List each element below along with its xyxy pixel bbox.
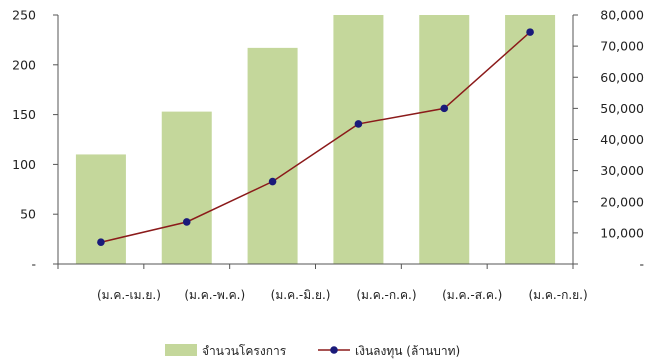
right-tick-label: 10,000 bbox=[600, 225, 644, 240]
category-label: (ม.ค.-ก.ค.) bbox=[356, 288, 416, 302]
category-label: (ม.ค.-ส.ค.) bbox=[442, 288, 502, 302]
right-tick-label: 40,000 bbox=[600, 132, 644, 147]
bar bbox=[247, 47, 298, 265]
right-tick-label: - bbox=[639, 257, 644, 272]
line-point bbox=[354, 120, 363, 128]
line-point bbox=[526, 28, 534, 36]
bar bbox=[419, 15, 470, 264]
line-point bbox=[97, 238, 105, 247]
line-point bbox=[440, 104, 449, 113]
right-tick-label: 60,000 bbox=[600, 70, 644, 85]
bar bbox=[505, 15, 556, 264]
category-labels: (ม.ค.-เม.ย.) (ม.ค.-พ.ค.) (ม.ค.-มิ.ย.) (ม.ค.… bbox=[97, 288, 588, 302]
line-point bbox=[268, 177, 277, 186]
category-label: (ม.ค.-พ.ค.) bbox=[184, 288, 245, 302]
bar bbox=[75, 154, 126, 264]
right-tick-label: 30,000 bbox=[600, 163, 644, 178]
left-tick-label: 50 bbox=[20, 207, 36, 222]
right-axis-ticks: - 10,000 20,000 30,000 40,000 50,000 60,000 70,… bbox=[573, 8, 644, 272]
axes bbox=[57, 15, 574, 269]
left-tick-label: 150 bbox=[12, 107, 36, 122]
left-tick-label: - bbox=[31, 257, 36, 272]
legend-bar-label: จำนวนโครงการ bbox=[202, 344, 287, 358]
bar bbox=[161, 111, 212, 264]
line-point bbox=[182, 218, 191, 226]
line-series bbox=[97, 28, 534, 247]
right-tick-label: 70,000 bbox=[600, 39, 644, 54]
left-tick-label: 100 bbox=[12, 157, 36, 172]
left-tick-label: 200 bbox=[12, 57, 36, 72]
right-tick-label: 20,000 bbox=[600, 194, 644, 209]
bar-series bbox=[75, 15, 556, 265]
legend: จำนวนโครงการ เงินลงทุน (ล้านบาท) bbox=[165, 344, 460, 359]
legend-bar-swatch bbox=[165, 344, 197, 356]
legend-line-label: เงินลงทุน (ล้านบาท) bbox=[355, 344, 460, 359]
category-label: (ม.ค.-ก.ย.) bbox=[528, 288, 587, 302]
category-label: (ม.ค.-เม.ย.) bbox=[97, 288, 161, 302]
left-axis-ticks: - 50 100 150 200 250 bbox=[12, 8, 58, 272]
right-tick-label: 80,000 bbox=[600, 8, 644, 23]
investment-line bbox=[100, 31, 531, 243]
legend-line-marker bbox=[330, 346, 338, 354]
right-tick-label: 50,000 bbox=[600, 101, 644, 116]
left-tick-label: 250 bbox=[12, 8, 36, 23]
bar bbox=[333, 15, 384, 264]
category-label: (ม.ค.-มิ.ย.) bbox=[271, 288, 331, 302]
